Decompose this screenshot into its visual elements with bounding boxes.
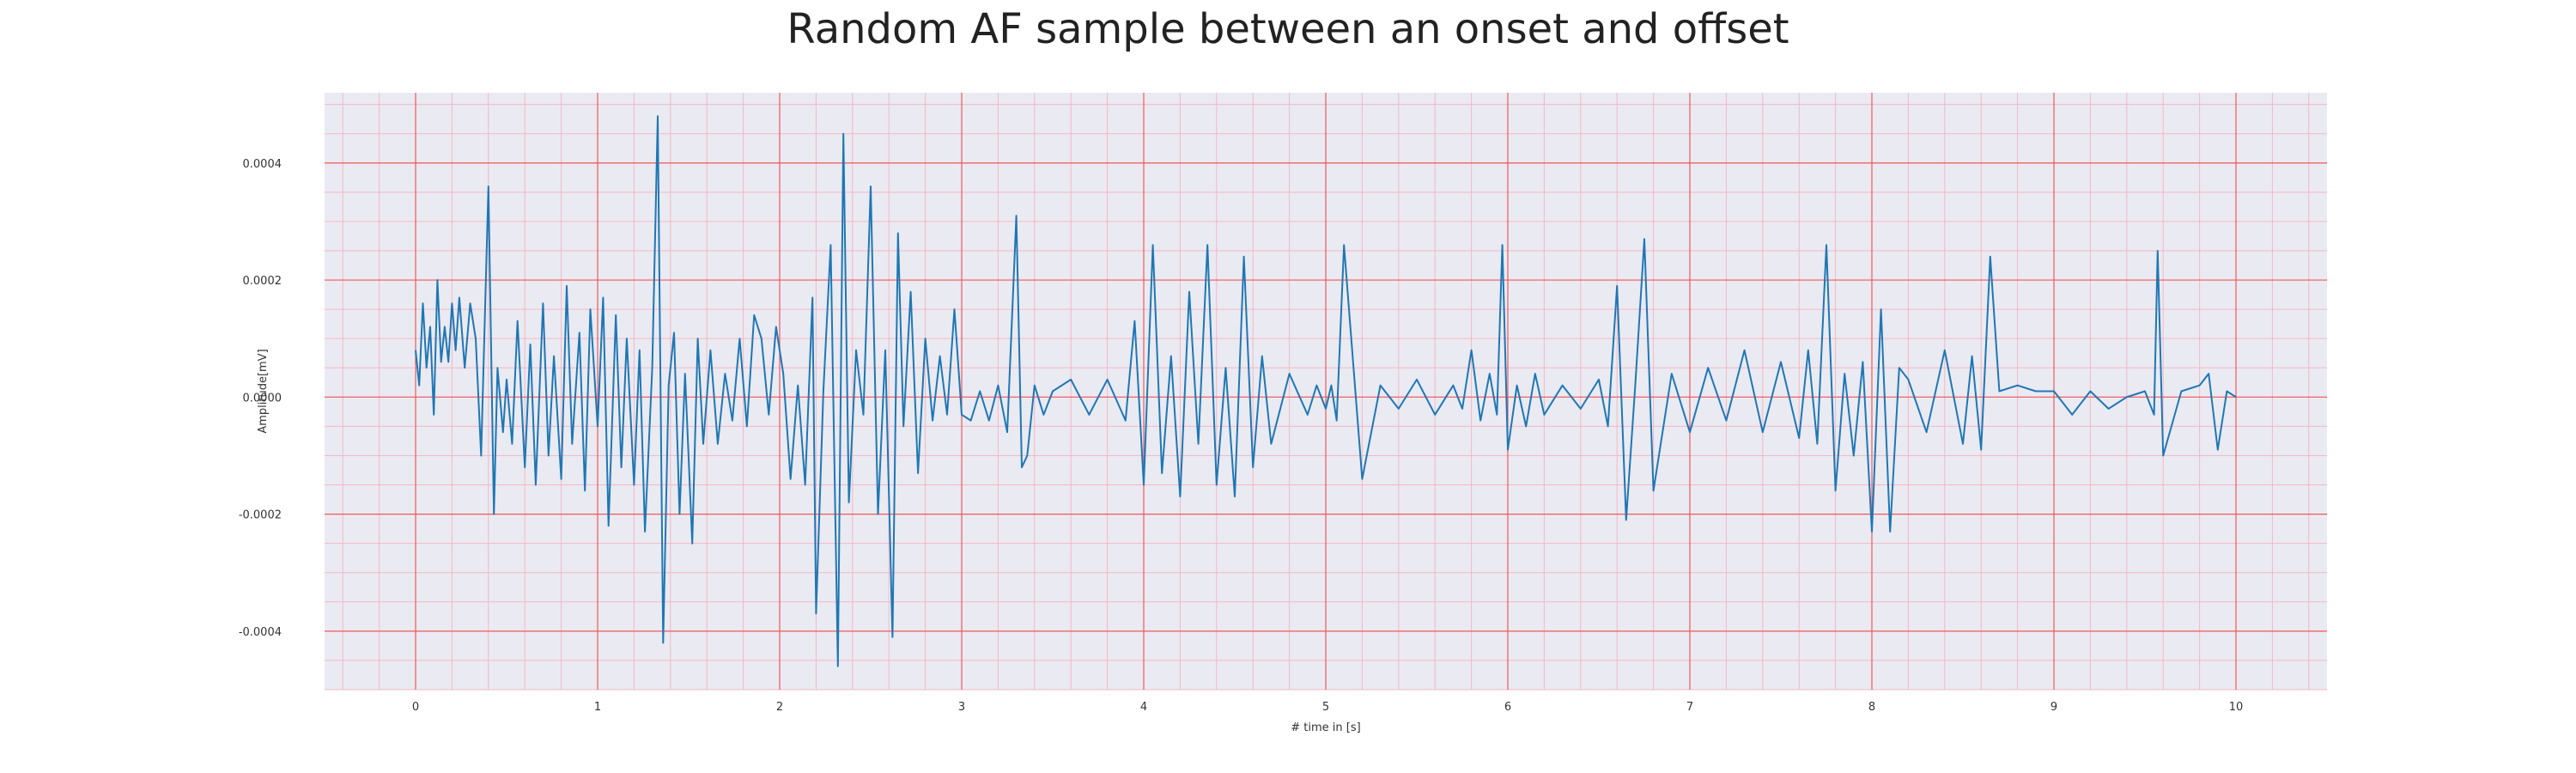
y-tick-label: 0.0002: [243, 275, 283, 288]
x-tick-label: 3: [958, 701, 965, 714]
x-tick-label: 5: [1322, 701, 1329, 714]
x-tick-label: 2: [776, 701, 783, 714]
x-tick-label: 10: [2229, 701, 2244, 714]
x-tick-label: 9: [2050, 701, 2057, 714]
x-tick-label: 8: [1868, 701, 1875, 714]
y-tick-label: -0.0002: [239, 509, 282, 522]
y-tick-label: 0.0004: [243, 158, 283, 171]
x-tick-labels: 0 1 2 3 4 5 6 7 8 9 10: [412, 701, 2243, 714]
y-tick-label: -0.0004: [239, 626, 282, 639]
x-tick-label: 0: [412, 701, 419, 714]
x-tick-label: 1: [594, 701, 601, 714]
y-axis-label: Amplitude[mV]: [257, 349, 270, 433]
x-axis-label: # time in [s]: [1291, 721, 1360, 734]
x-tick-label: 6: [1504, 701, 1511, 714]
x-tick-label: 7: [1686, 701, 1693, 714]
x-tick-label: 4: [1140, 701, 1147, 714]
